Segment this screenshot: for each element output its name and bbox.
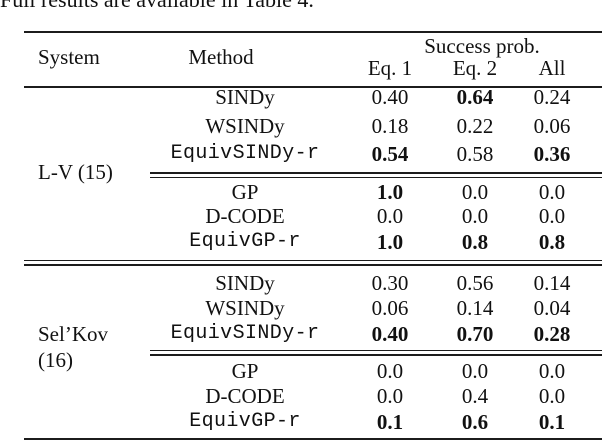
col-header-method: Method: [188, 45, 254, 69]
method-cell: EquivGP-r: [189, 409, 301, 433]
value-cell-all: 0.0: [538, 180, 566, 204]
value-cell-all: 0.04: [533, 295, 571, 320]
value-cell-all: 0.24: [533, 85, 571, 109]
method-cell: EquivSINDy-r: [170, 322, 320, 345]
value-cell-all: 0.06: [533, 113, 571, 138]
value-cell-eq1: 0.18: [371, 113, 409, 138]
col-header-system: System: [38, 45, 100, 69]
value-cell-eq1: 0.0: [376, 383, 404, 408]
value-cell-eq2: 0.58: [456, 141, 494, 166]
method-cell: GP: [231, 358, 259, 383]
table-rule-bottom: [24, 438, 602, 440]
method-cell: SINDy: [215, 85, 275, 109]
method-cell: EquivGP-r: [189, 230, 301, 253]
col-header-all: All: [538, 55, 566, 80]
value-cell-eq1: 0.54: [371, 141, 409, 166]
value-cell-eq2: 0.0: [461, 358, 489, 383]
col-header-eq1: Eq. 1: [367, 55, 413, 80]
value-cell-all: 0.1: [538, 409, 566, 434]
table-rule-header-bottom: [24, 86, 602, 88]
value-cell-all: 0.0: [538, 204, 566, 228]
method-cell: EquivSINDy-r: [170, 141, 320, 165]
table-rule-selkov-split-a: [150, 349, 602, 351]
system-label-selkov-line2: (16): [38, 348, 73, 372]
value-cell-all: 0.36: [533, 141, 571, 166]
value-cell-all: 0.14: [533, 270, 571, 295]
value-cell-eq1: 1.0: [376, 230, 404, 254]
method-cell: WSINDy: [205, 295, 285, 320]
method-cell: WSINDy: [205, 113, 285, 138]
value-cell-eq1: 0.0: [376, 204, 404, 228]
table-rule-lv-split-b: [150, 176, 602, 178]
value-cell-eq2: 0.0: [461, 204, 489, 228]
value-cell-all: 0.8: [538, 230, 566, 254]
method-cell: D-CODE: [205, 204, 285, 228]
system-label-selkov-line1: Sel’Kov: [38, 322, 108, 346]
value-cell-all: 0.28: [533, 322, 571, 346]
value-cell-eq2: 0.6: [461, 409, 489, 434]
value-cell-eq2: 0.4: [461, 383, 489, 408]
value-cell-eq2: 0.64: [456, 85, 494, 109]
value-cell-all: 0.0: [538, 383, 566, 408]
method-cell: D-CODE: [205, 383, 285, 408]
system-label-lv: L-V (15): [38, 160, 113, 184]
method-cell: GP: [231, 180, 259, 204]
col-header-eq2: Eq. 2: [452, 55, 498, 80]
value-cell-eq2: 0.0: [461, 180, 489, 204]
table-rule-selkov-split-b: [150, 354, 602, 356]
table-rule-group-split-a: [24, 259, 602, 261]
value-cell-eq1: 0.40: [371, 322, 409, 346]
value-cell-eq2: 0.56: [456, 270, 494, 295]
method-cell: SINDy: [215, 270, 275, 295]
value-cell-eq1: 0.1: [376, 409, 404, 434]
value-cell-all: 0.0: [538, 358, 566, 383]
col-header-success-prob: Success prob.: [424, 34, 540, 58]
value-cell-eq2: 0.70: [456, 322, 494, 346]
value-cell-eq2: 0.14: [456, 295, 494, 320]
value-cell-eq1: 0.40: [371, 85, 409, 109]
table-rule-top: [24, 31, 602, 33]
value-cell-eq2: 0.22: [456, 113, 494, 138]
table-rule-group-split-b: [24, 264, 602, 266]
intro-text: Full results are available in Table 4.: [0, 0, 314, 11]
value-cell-eq2: 0.8: [461, 230, 489, 254]
value-cell-eq1: 0.30: [371, 270, 409, 295]
value-cell-eq1: 0.0: [376, 358, 404, 383]
value-cell-eq1: 0.06: [371, 295, 409, 320]
value-cell-eq1: 1.0: [376, 180, 404, 204]
table-rule-lv-split-a: [150, 172, 602, 174]
